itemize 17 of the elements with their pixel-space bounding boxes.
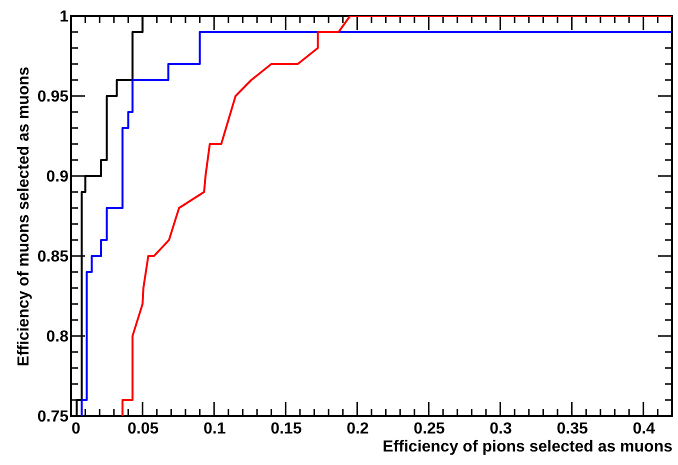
- y-tick-label: 0.95: [37, 88, 69, 106]
- x-tick-label: 0.1: [203, 420, 226, 438]
- y-tick-label: 0.75: [37, 408, 69, 426]
- y-tick-label: 0.9: [46, 168, 69, 186]
- x-axis-title: Efficiency of pions selected as muons: [382, 438, 673, 456]
- x-tick-label: 0.05: [127, 420, 159, 438]
- x-tick-label: 0.3: [490, 420, 512, 438]
- y-axis-title: Efficiency of muons selected as muons: [15, 66, 32, 366]
- x-tick-label: 0.4: [632, 420, 656, 438]
- x-tick-label: 0.2: [346, 420, 369, 438]
- x-tick-label: 0.35: [556, 420, 588, 438]
- x-tick-label: 0: [72, 420, 80, 438]
- y-tick-label: 0.85: [37, 248, 69, 266]
- y-tick-label: 0.8: [46, 328, 69, 346]
- x-tick-label: 0.15: [270, 420, 302, 438]
- x-tick-label: 0.25: [414, 420, 445, 438]
- y-tick-label: 1: [60, 8, 69, 26]
